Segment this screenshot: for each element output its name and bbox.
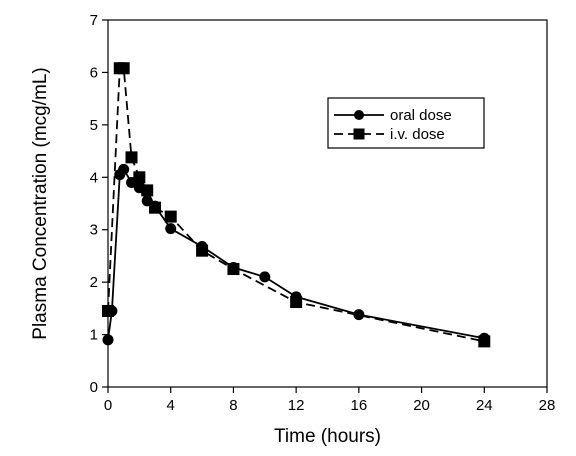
x-axis-title: Time (hours) <box>274 426 381 447</box>
x-tick-label: 24 <box>476 397 493 414</box>
data-point-i-v-dose <box>133 171 146 184</box>
data-point-i-v-dose <box>102 304 114 317</box>
data-point-i-v-dose <box>117 62 130 75</box>
y-tick-label: 6 <box>90 64 98 81</box>
legend-label-oral-dose: oral dose <box>390 107 452 124</box>
data-point-i-v-dose <box>196 244 209 257</box>
y-axis-title: Plasma Concentration (mcg/mL) <box>30 67 51 339</box>
data-point-oral-dose <box>353 309 365 321</box>
x-tick-label: 28 <box>539 397 556 414</box>
x-tick-label: 16 <box>351 397 368 414</box>
data-point-i-v-dose <box>227 263 240 276</box>
x-tick-label: 0 <box>104 397 112 414</box>
y-tick-label: 3 <box>90 222 98 239</box>
y-tick-label: 7 <box>90 12 98 29</box>
y-tick-label: 2 <box>90 274 98 291</box>
data-point-oral-dose <box>102 334 114 346</box>
data-point-oral-dose <box>259 271 271 283</box>
series-oral-dose <box>102 163 490 346</box>
y-tick-label: 1 <box>90 327 98 344</box>
data-point-i-v-dose <box>141 184 154 197</box>
data-point-i-v-dose <box>164 210 177 223</box>
data-point-i-v-dose <box>290 296 303 309</box>
legend-box <box>327 97 485 149</box>
x-tick-label: 20 <box>413 397 430 414</box>
y-tick-label: 5 <box>90 117 98 134</box>
data-point-i-v-dose <box>478 335 491 348</box>
series-i-v-dose <box>102 62 491 348</box>
series-line-oral-dose <box>107 167 485 340</box>
x-tick-label: 12 <box>288 397 305 414</box>
data-point-i-v-dose <box>125 151 138 164</box>
x-tick-label: 8 <box>229 397 237 414</box>
plot-frame <box>107 19 548 388</box>
data-point-i-v-dose <box>149 201 162 214</box>
x-tick-label: 4 <box>167 397 175 414</box>
y-tick-label: 4 <box>90 169 98 186</box>
legend-marker-i-v-dose <box>353 128 365 140</box>
series-layer <box>102 62 491 348</box>
y-tick-label: 0 <box>90 379 98 396</box>
legend-label-i-v-dose: i.v. dose <box>390 126 445 143</box>
legend-marker-oral-dose <box>354 110 364 120</box>
legend: oral dose i.v. dose <box>327 97 485 149</box>
data-point-oral-dose <box>118 163 130 175</box>
plot-area <box>107 19 548 388</box>
data-point-oral-dose <box>165 223 177 235</box>
